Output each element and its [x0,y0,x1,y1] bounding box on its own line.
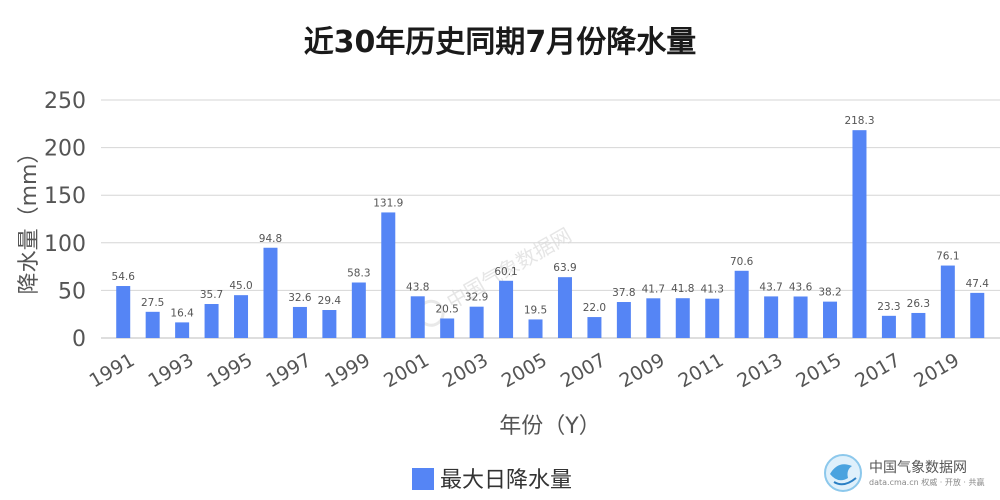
data-labels: 54.6 27.5 16.4 35.7 45.0 94.8 32.6 29.4 58.3 131.… [112,115,990,319]
bar-1996 [263,247,278,338]
data-label-1993: 16.4 [170,307,194,319]
bar-1995 [234,295,249,338]
data-label-2001: 43.8 [406,281,429,293]
x-tick-label: 2019 [910,349,963,392]
bar-2014 [793,296,808,338]
x-tick-label: 1997 [262,349,315,392]
bar-2006 [557,277,572,338]
bar-1994 [204,304,219,338]
bar-2016 [852,130,867,338]
data-label-2020: 47.4 [966,278,990,290]
bar-2003 [469,306,484,338]
data-label-1992: 27.5 [141,297,164,309]
logo-tagline: data.cma.cn 权威 · 开放 · 共赢 [869,477,984,487]
data-label-2018: 26.3 [907,298,930,310]
bar-1997 [292,306,307,338]
x-tick-label: 2009 [616,349,669,392]
bar-2020 [970,292,985,338]
bar-2009 [646,298,661,338]
data-label-1995: 45.0 [229,280,252,292]
bar-series [116,130,985,338]
y-tick-label: 200 [44,137,86,162]
x-tick-label: 2005 [498,349,551,392]
data-label-2002: 20.5 [435,303,458,315]
data-label-2015: 38.2 [818,287,841,299]
data-label-2009: 41.7 [642,283,665,295]
data-label-2004: 60.1 [494,266,517,278]
bar-2017 [881,315,896,338]
bar-1999 [351,282,366,338]
x-tick-label: 2007 [557,349,610,392]
x-tick-label: 1995 [203,349,256,392]
data-label-2014: 43.6 [789,281,813,293]
data-label-2007: 22.0 [583,302,606,314]
data-label-2012: 70.6 [730,256,754,268]
x-tick-label: 2017 [851,349,904,392]
data-label-2019: 76.1 [936,251,959,263]
bar-1992 [145,311,160,338]
y-tick-label: 250 [44,89,86,114]
bar-2005 [528,319,543,338]
data-label-2013: 43.7 [759,281,782,293]
y-tick-label: 50 [58,279,86,304]
bar-2015 [823,301,838,338]
chart-title: 近30年历史同期7月份降水量 [304,25,697,60]
logo-name: 中国气象数据网 [869,460,967,476]
x-tick-label: 2011 [675,349,728,392]
cma-logo-icon [824,454,862,492]
bar-2000 [381,212,396,338]
bar-2010 [675,298,690,338]
bar-2002 [440,318,455,338]
data-label-1998: 29.4 [318,295,342,307]
y-tick-label: 100 [44,232,86,257]
y-tick-label: 0 [72,327,86,352]
legend[interactable]: 最大日降水量 [412,468,572,493]
bar-2011 [705,298,720,338]
x-axis-title: 年份（Y） [499,414,600,439]
data-label-2006: 63.9 [553,262,576,274]
data-label-2011: 41.3 [701,284,724,296]
y-axis-title: 降水量（mm） [17,142,42,295]
legend-swatch [412,468,434,490]
legend-label: 最大日降水量 [440,468,572,493]
data-label-2005: 19.5 [524,304,547,316]
x-tick-label: 1991 [86,349,139,392]
bar-1998 [322,310,337,338]
data-label-1991: 54.6 [112,271,136,283]
bar-2001 [410,296,425,338]
data-label-1997: 32.6 [288,292,312,304]
bar-2018 [911,312,926,338]
x-tick-label: 1999 [321,349,374,392]
bar-2012 [734,270,749,338]
y-axis-ticks: 0 50 100 150 200 250 [44,89,86,352]
x-tick-label: 2003 [439,349,492,392]
data-label-2000: 131.9 [373,197,403,209]
data-label-2010: 41.8 [671,283,694,295]
data-label-2017: 23.3 [877,301,900,313]
x-axis-ticks: 1991 1993 1995 1997 1999 2001 2003 2005 2007 2009… [86,349,963,392]
bar-2013 [764,296,779,338]
y-tick-label: 150 [44,184,86,209]
grid-lines [101,99,1000,339]
bar-1991 [116,286,131,338]
data-label-2008: 37.8 [612,287,635,299]
x-tick-label: 1993 [145,349,198,392]
data-label-2016: 218.3 [844,115,874,127]
bar-2004 [499,280,514,338]
data-label-2003: 32.9 [465,292,488,304]
bar-2008 [616,302,631,338]
data-label-1996: 94.8 [259,233,282,245]
x-tick-label: 2013 [734,349,787,392]
data-label-1994: 35.7 [200,289,223,301]
x-tick-label: 2015 [792,349,845,392]
bar-2007 [587,317,602,338]
data-label-1999: 58.3 [347,268,370,280]
bar-1993 [175,322,190,338]
cma-logo: 中国气象数据网 data.cma.cn 权威 · 开放 · 共赢 [824,454,984,492]
x-tick-label: 2001 [380,349,433,392]
bar-2019 [940,265,955,338]
